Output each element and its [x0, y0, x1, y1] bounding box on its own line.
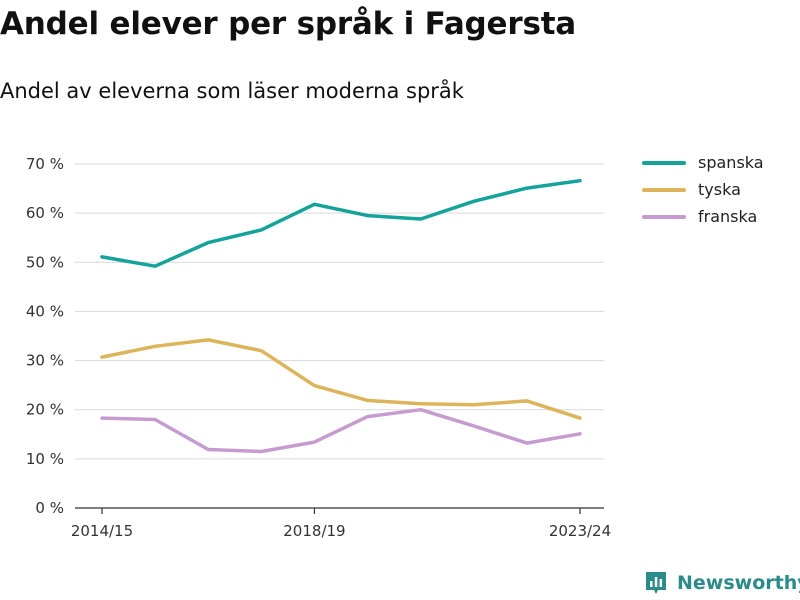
y-tick-label: 40 %: [26, 302, 64, 320]
y-tick-label: 60 %: [26, 204, 64, 222]
brand-name: Newsworthy: [677, 572, 800, 594]
x-tick-label: 2014/15: [71, 522, 133, 540]
series-line-spanska: [100, 178, 582, 268]
legend-swatch: [642, 187, 686, 192]
legend-label: spanska: [698, 153, 764, 172]
chart-subtitle: Andel av eleverna som läser moderna språ…: [0, 79, 464, 103]
series-line-franska: [100, 407, 582, 454]
y-tick-label: 50 %: [26, 253, 64, 271]
brand-logo: Newsworthy: [644, 570, 800, 596]
legend-item-spanska: spanska: [642, 149, 764, 176]
legend-label: tyska: [698, 180, 741, 199]
x-tick-label: 2018/19: [283, 522, 345, 540]
y-tick-label: 20 %: [26, 401, 64, 419]
newsworthy-logo-icon: [646, 572, 666, 594]
x-tick-label: 2023/24: [549, 522, 611, 540]
chart-title: Andel elever per språk i Fagersta: [0, 6, 577, 42]
legend-label: franska: [698, 207, 758, 226]
y-tick-label: 70 %: [26, 155, 64, 173]
legend: spanska tyska franska: [642, 149, 764, 230]
axes: 0 % 10 % 20 % 30 % 40 % 50 % 60 % 70 % 2014/15 20…: [26, 155, 611, 540]
legend-item-franska: franska: [642, 203, 764, 230]
legend-item-tyska: tyska: [642, 176, 764, 203]
y-tick-label: 30 %: [26, 352, 64, 370]
series-lines: [100, 178, 582, 454]
legend-swatch: [642, 160, 686, 165]
y-tick-label: 0 %: [35, 499, 64, 517]
series-line-tyska: [100, 338, 582, 420]
legend-swatch: [642, 214, 686, 219]
y-tick-label: 10 %: [26, 450, 64, 468]
